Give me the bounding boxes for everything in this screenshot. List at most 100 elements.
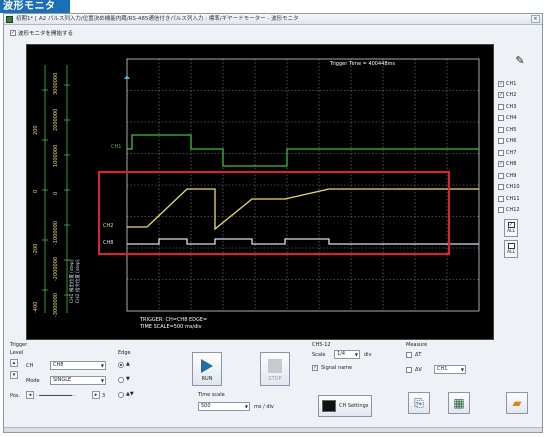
ch-toggle-12[interactable]: CH12 — [498, 205, 542, 217]
tick-b-6: 3000000 — [53, 73, 59, 95]
edge-rising-radio[interactable] — [118, 362, 124, 368]
ch-toggle-1[interactable]: ✓ CH1 — [498, 78, 542, 90]
ch-settings-label: CH Settings — [339, 403, 369, 409]
section-badge: 波形モニタ — [0, 0, 70, 13]
scale-select[interactable]: 1/4 ▼ — [334, 350, 360, 359]
check-all-label: ALL — [506, 229, 516, 234]
measure-ch-select[interactable]: CH1 ▼ — [434, 365, 466, 374]
y-axis-left — [42, 65, 70, 313]
trigger-ch-label: CH — [26, 363, 34, 369]
level-up-button[interactable]: ▴ — [10, 359, 18, 367]
ch-label-11: CH11 — [506, 195, 520, 202]
dt-checkbox[interactable] — [406, 352, 412, 358]
edge-both-radio[interactable] — [118, 392, 124, 398]
mode-value: SINGLE — [53, 377, 72, 383]
ch-checkbox-10[interactable] — [498, 184, 504, 191]
title-bar: 初期1* [ A2 パルス列入力/位置決め機能内蔵/RS-485通信付きパルス列… — [4, 14, 542, 25]
tick-b-0: -3000000 — [53, 293, 59, 317]
level-label: Level — [10, 350, 24, 356]
ch-checkbox-5[interactable] — [498, 126, 504, 133]
ch-toggle-9[interactable]: CH9 — [498, 170, 542, 182]
mode-select[interactable]: SINGLE ▼ — [50, 376, 106, 385]
ch-toggle-2[interactable]: ✓ CH2 — [498, 90, 542, 102]
ch-checkbox-3[interactable] — [498, 103, 504, 110]
signal-name-checkbox[interactable]: ✓ — [312, 365, 318, 371]
tick-a-2: 0 — [33, 190, 39, 193]
stop-button[interactable]: STOP — [260, 352, 290, 386]
chevron-down-icon: ▼ — [100, 363, 104, 368]
ch1-waveform — [127, 134, 479, 167]
ch-label-1: CH1 — [506, 80, 517, 87]
oscilloscope-display: -400 -200 0 200 -3000000 -2000000 -10000… — [26, 44, 494, 340]
dv-checkbox[interactable] — [406, 367, 412, 373]
trigger-ch-select[interactable]: CH8 ▼ — [50, 361, 106, 370]
ch8-waveform — [127, 238, 479, 245]
chevron-down-icon: ▼ — [244, 404, 248, 409]
scope-icon — [322, 400, 336, 412]
ch-toggle-6[interactable]: CH6 — [498, 136, 542, 148]
status-bar — [4, 427, 542, 432]
both-edge-icon: ▲▼ — [126, 391, 134, 397]
pos-left-button[interactable]: ◂ — [26, 391, 34, 399]
ch-label-4: CH4 — [506, 115, 517, 122]
waveform-monitor-window: 初期1* [ A2 パルス列入力/位置決め機能内蔵/RS-485通信付きパルス列… — [3, 13, 543, 433]
ch-settings-button[interactable]: CH Settings — [318, 395, 372, 417]
ch-checkbox-6[interactable] — [498, 138, 504, 145]
copy-button[interactable]: ⎘ — [408, 392, 430, 414]
waveform-plot: -400 -200 0 200 -3000000 -2000000 -10000… — [33, 58, 480, 317]
close-button[interactable]: × — [531, 15, 540, 23]
time-scale-value: 500 — [201, 403, 211, 409]
ch-checkbox-9[interactable] — [498, 172, 504, 179]
ch8-marker-label: CH8 — [103, 240, 114, 246]
channel-panel: ✎ ✓ CH1 ✓ CH2 CH3 CH4 CH5 CH6 CH7 ✓ CH8 CH9… — [498, 54, 542, 324]
ch-label-3: CH3 — [506, 103, 517, 110]
uncheck-all-label: ALL — [506, 250, 516, 255]
dt-label: ΔT — [415, 352, 422, 358]
ch-toggle-10[interactable]: CH10 — [498, 182, 542, 194]
ch-toggle-7[interactable]: CH7 — [498, 147, 542, 159]
ch-checkbox-7[interactable] — [498, 149, 504, 156]
trigger-time-readout: Trigger Time = 400448ms — [330, 61, 395, 67]
ch-checkbox-8[interactable]: ✓ — [498, 161, 504, 168]
time-scale-select[interactable]: 500 ▼ — [198, 402, 250, 411]
save-image-button[interactable]: ▦ — [448, 392, 470, 414]
measure-heading: Measure — [406, 342, 428, 348]
uncheck-all-button[interactable]: ALL — [504, 240, 518, 258]
monitor-start-checkbox[interactable]: ✓ — [10, 30, 16, 36]
ch-checkbox-4[interactable] — [498, 115, 504, 122]
probe-icon: ✎ — [515, 54, 525, 67]
edge-falling-radio[interactable] — [118, 377, 124, 383]
open-folder-button[interactable]: ▰ — [506, 392, 528, 414]
ch-toggle-8[interactable]: ✓ CH8 — [498, 159, 542, 171]
ch-checkbox-11[interactable] — [498, 195, 504, 202]
pos-slider[interactable]: · ━━━━━━━━━━━ · — [36, 393, 76, 399]
ch-checkbox-12[interactable] — [498, 207, 504, 214]
ch-checkbox-1[interactable]: ✓ — [498, 80, 504, 87]
save-image-icon: ▦ — [453, 396, 465, 410]
ch-checkbox-2[interactable]: ✓ — [498, 92, 504, 99]
ch-label-12: CH12 — [506, 207, 520, 214]
uncheck-all-icon — [507, 243, 515, 249]
tick-b-3: 0 — [53, 192, 59, 195]
run-label: RUN — [201, 376, 213, 382]
level-down-button[interactable]: ▾ — [10, 371, 18, 379]
axis-ticks-left: -400 -200 0 200 -3000000 -2000000 -10000… — [33, 73, 59, 317]
time-scale-label: Time scale — [198, 392, 225, 398]
ch-toggle-5[interactable]: CH5 — [498, 124, 542, 136]
ch-toggle-4[interactable]: CH4 — [498, 113, 542, 125]
ch-toggle-11[interactable]: CH11 — [498, 193, 542, 205]
pos-right-button[interactable]: ▸ — [92, 391, 100, 399]
stop-label: STOP — [268, 376, 282, 382]
check-all-button[interactable]: ✓ ALL — [504, 219, 518, 237]
trigger-position-marker — [124, 75, 130, 79]
monitor-start-toggle[interactable]: ✓ 波形モニタを開始する — [10, 29, 73, 37]
run-button[interactable]: RUN — [192, 352, 222, 386]
rising-edge-icon: ▲ — [126, 361, 130, 367]
ch-label-2: CH2 — [506, 92, 517, 99]
axis-title-a: CH1 検出位置 [step] — [68, 259, 75, 303]
tick-b-5: 2000000 — [53, 109, 59, 131]
tick-b-2: -1000000 — [53, 221, 59, 245]
ch-label-7: CH7 — [506, 149, 517, 156]
ch-toggle-3[interactable]: CH3 — [498, 101, 542, 113]
control-panel: Trigger Level ▴ ▾ CH CH8 ▼ Mode SINGLE ▼ P… — [4, 340, 542, 432]
